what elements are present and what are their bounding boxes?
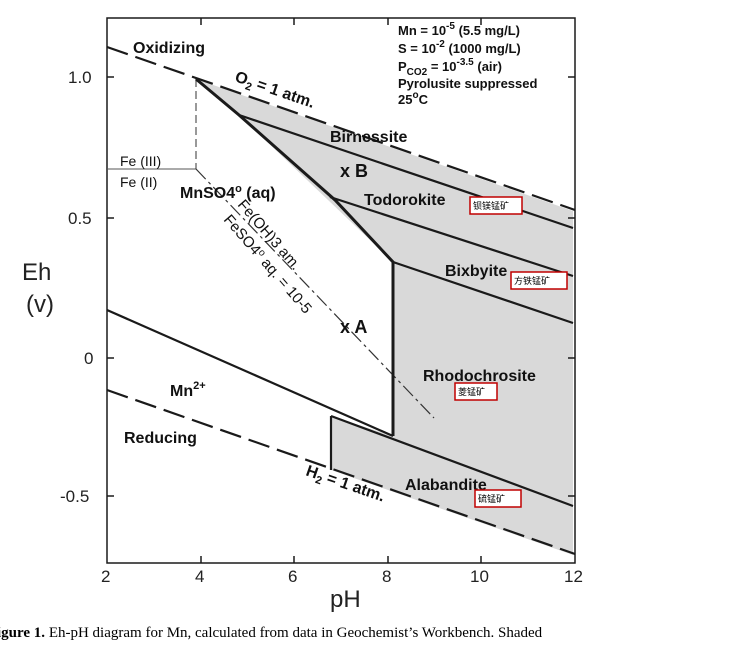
shaded-mineral-fields [196,79,573,555]
o2-boundary-line [106,45,576,212]
annotation-alabandite: 硫锰矿 [474,489,522,508]
bixbyite-rhodochrosite-line [392,260,574,325]
y-axis-unit: (v) [26,291,54,318]
condition-suppressed: Pyrolusite suppressed [398,76,537,91]
svg-text:方铁锰矿: 方铁锰矿 [514,275,550,287]
alabandite-label: Alabandite [405,477,487,494]
bixbyite-label: Bixbyite [445,263,507,280]
condition-mn: Mn = 10-5 (5.5 mg/L) [398,21,520,38]
x-axis-ticks [200,18,482,563]
figure-caption: igure 1. Eh-pH diagram for Mn, calculate… [0,625,543,641]
y-tick-label: 0.5 [68,209,92,228]
todorokite-label: Todorokite [364,192,446,209]
annotation-rhodochrosite: 菱锰矿 [454,382,498,401]
fe2-label: Fe (II) [120,174,157,190]
rhodochrosite-label: Rhodochrosite [423,368,536,385]
condition-s: S = 10-2 (1000 mg/L) [398,39,521,56]
y-tick-label: 1.0 [68,68,92,87]
mnso4-label: MnSO4o (aq) [180,183,276,202]
fe3-label: Fe (III) [120,153,161,169]
todorokite-bixbyite-line [329,195,574,278]
x-tick-label: 12 [564,567,583,586]
svg-text:钡镁锰矿: 钡镁锰矿 [473,200,509,212]
mn2-rhodochrosite-line [106,308,394,438]
x-tick-label: 2 [101,567,110,586]
x-tick-label: 6 [288,567,297,586]
condition-pco2: PCO2 = 10-3.5 (air) [398,57,502,78]
x-tick-label: 8 [382,567,391,586]
plot-frame [106,17,576,564]
birnessite-label: Birnessite [330,129,407,146]
condition-temperature: 25oC [398,90,429,107]
svg-text:菱锰矿: 菱锰矿 [458,386,485,398]
h2-boundary-line [106,388,576,556]
oxidizing-label: Oxidizing [133,40,205,57]
x-tick-label: 4 [195,567,204,586]
reducing-label: Reducing [124,430,197,447]
annotation-todorokite: 钡镁锰矿 [469,196,523,215]
y-tick-label: -0.5 [60,487,89,506]
mnso4-oxide-boundary [195,77,395,436]
conditions-block: Mn = 10-5 (5.5 mg/L) S = 10-2 (1000 mg/L… [398,21,537,107]
x-axis-title: pH [330,586,361,613]
point-b-label: x B [340,161,368,181]
point-a-label: x A [340,317,367,337]
x-tick-label: 10 [470,567,489,586]
y-axis-title: Eh [22,259,51,286]
y-axis-ticks [107,76,575,497]
y-tick-label: 0 [84,349,93,368]
svg-text:硫锰矿: 硫锰矿 [478,493,505,505]
rhodochrosite-alabandite-line [330,414,574,508]
mn2-label: Mn2+ [170,380,206,400]
annotation-bixbyite: 方铁锰矿 [510,271,568,290]
